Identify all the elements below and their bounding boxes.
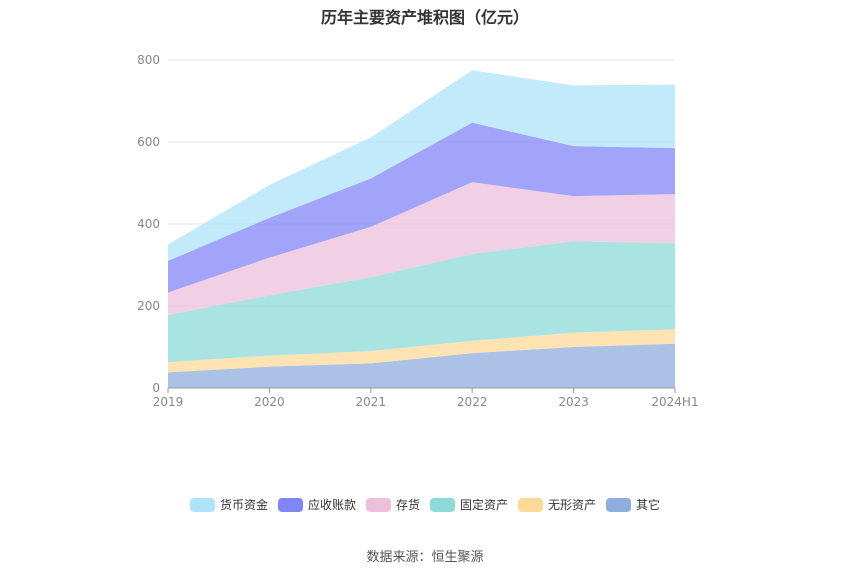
- area-固定资产: [168, 241, 675, 363]
- legend-swatch: [277, 497, 303, 512]
- area-无形资产: [168, 329, 675, 373]
- legend-label: 应收账款: [307, 498, 356, 512]
- legend-item[interactable]: 货币资金: [189, 496, 268, 513]
- y-tick-label: 400: [137, 217, 160, 231]
- x-tick-label: 2022: [457, 395, 488, 409]
- x-tick-label: 2023: [558, 395, 589, 409]
- legend-swatch: [606, 497, 632, 512]
- x-tick-label: 2019: [153, 395, 184, 409]
- legend-item[interactable]: 固定资产: [430, 496, 508, 513]
- legend-swatch: [430, 497, 455, 512]
- y-tick-label: 200: [137, 299, 160, 313]
- area-应收账款: [168, 122, 675, 293]
- area-货币资金: [168, 70, 675, 261]
- legend-item[interactable]: 无形资产: [518, 496, 596, 513]
- y-tick-label: 800: [137, 53, 160, 67]
- legend-swatch: [365, 497, 391, 512]
- x-tick-label: 2020: [254, 395, 285, 409]
- x-tick-label: 2024H1: [651, 395, 698, 409]
- y-tick-label: 600: [137, 135, 160, 149]
- legend-label: 无形资产: [548, 498, 597, 512]
- x-tick-label: 2021: [356, 395, 387, 409]
- legend: 货币资金 应收账款 存货 固定资产 无形资产 其它: [0, 496, 850, 513]
- y-tick-label: 0: [152, 381, 160, 395]
- legend-item[interactable]: 其它: [606, 496, 660, 513]
- area-存货: [168, 182, 675, 316]
- legend-label: 存货: [395, 498, 420, 512]
- legend-label: 固定资产: [460, 498, 509, 512]
- chart-title: 历年主要资产堆积图（亿元）: [320, 8, 529, 27]
- axes: 0 200 400 600 800 2019 2020 2021 2022 2023 2024H1: [137, 53, 699, 409]
- legend-swatch: [189, 497, 215, 512]
- area-series: [168, 70, 675, 388]
- legend-item[interactable]: 应收账款: [277, 496, 356, 513]
- source-note: 数据来源：恒生聚源: [366, 550, 484, 565]
- legend-label: 其它: [636, 498, 661, 512]
- legend-label: 货币资金: [219, 498, 268, 512]
- area-其它: [168, 343, 675, 388]
- legend-swatch: [518, 497, 544, 512]
- legend-item[interactable]: 存货: [365, 496, 420, 513]
